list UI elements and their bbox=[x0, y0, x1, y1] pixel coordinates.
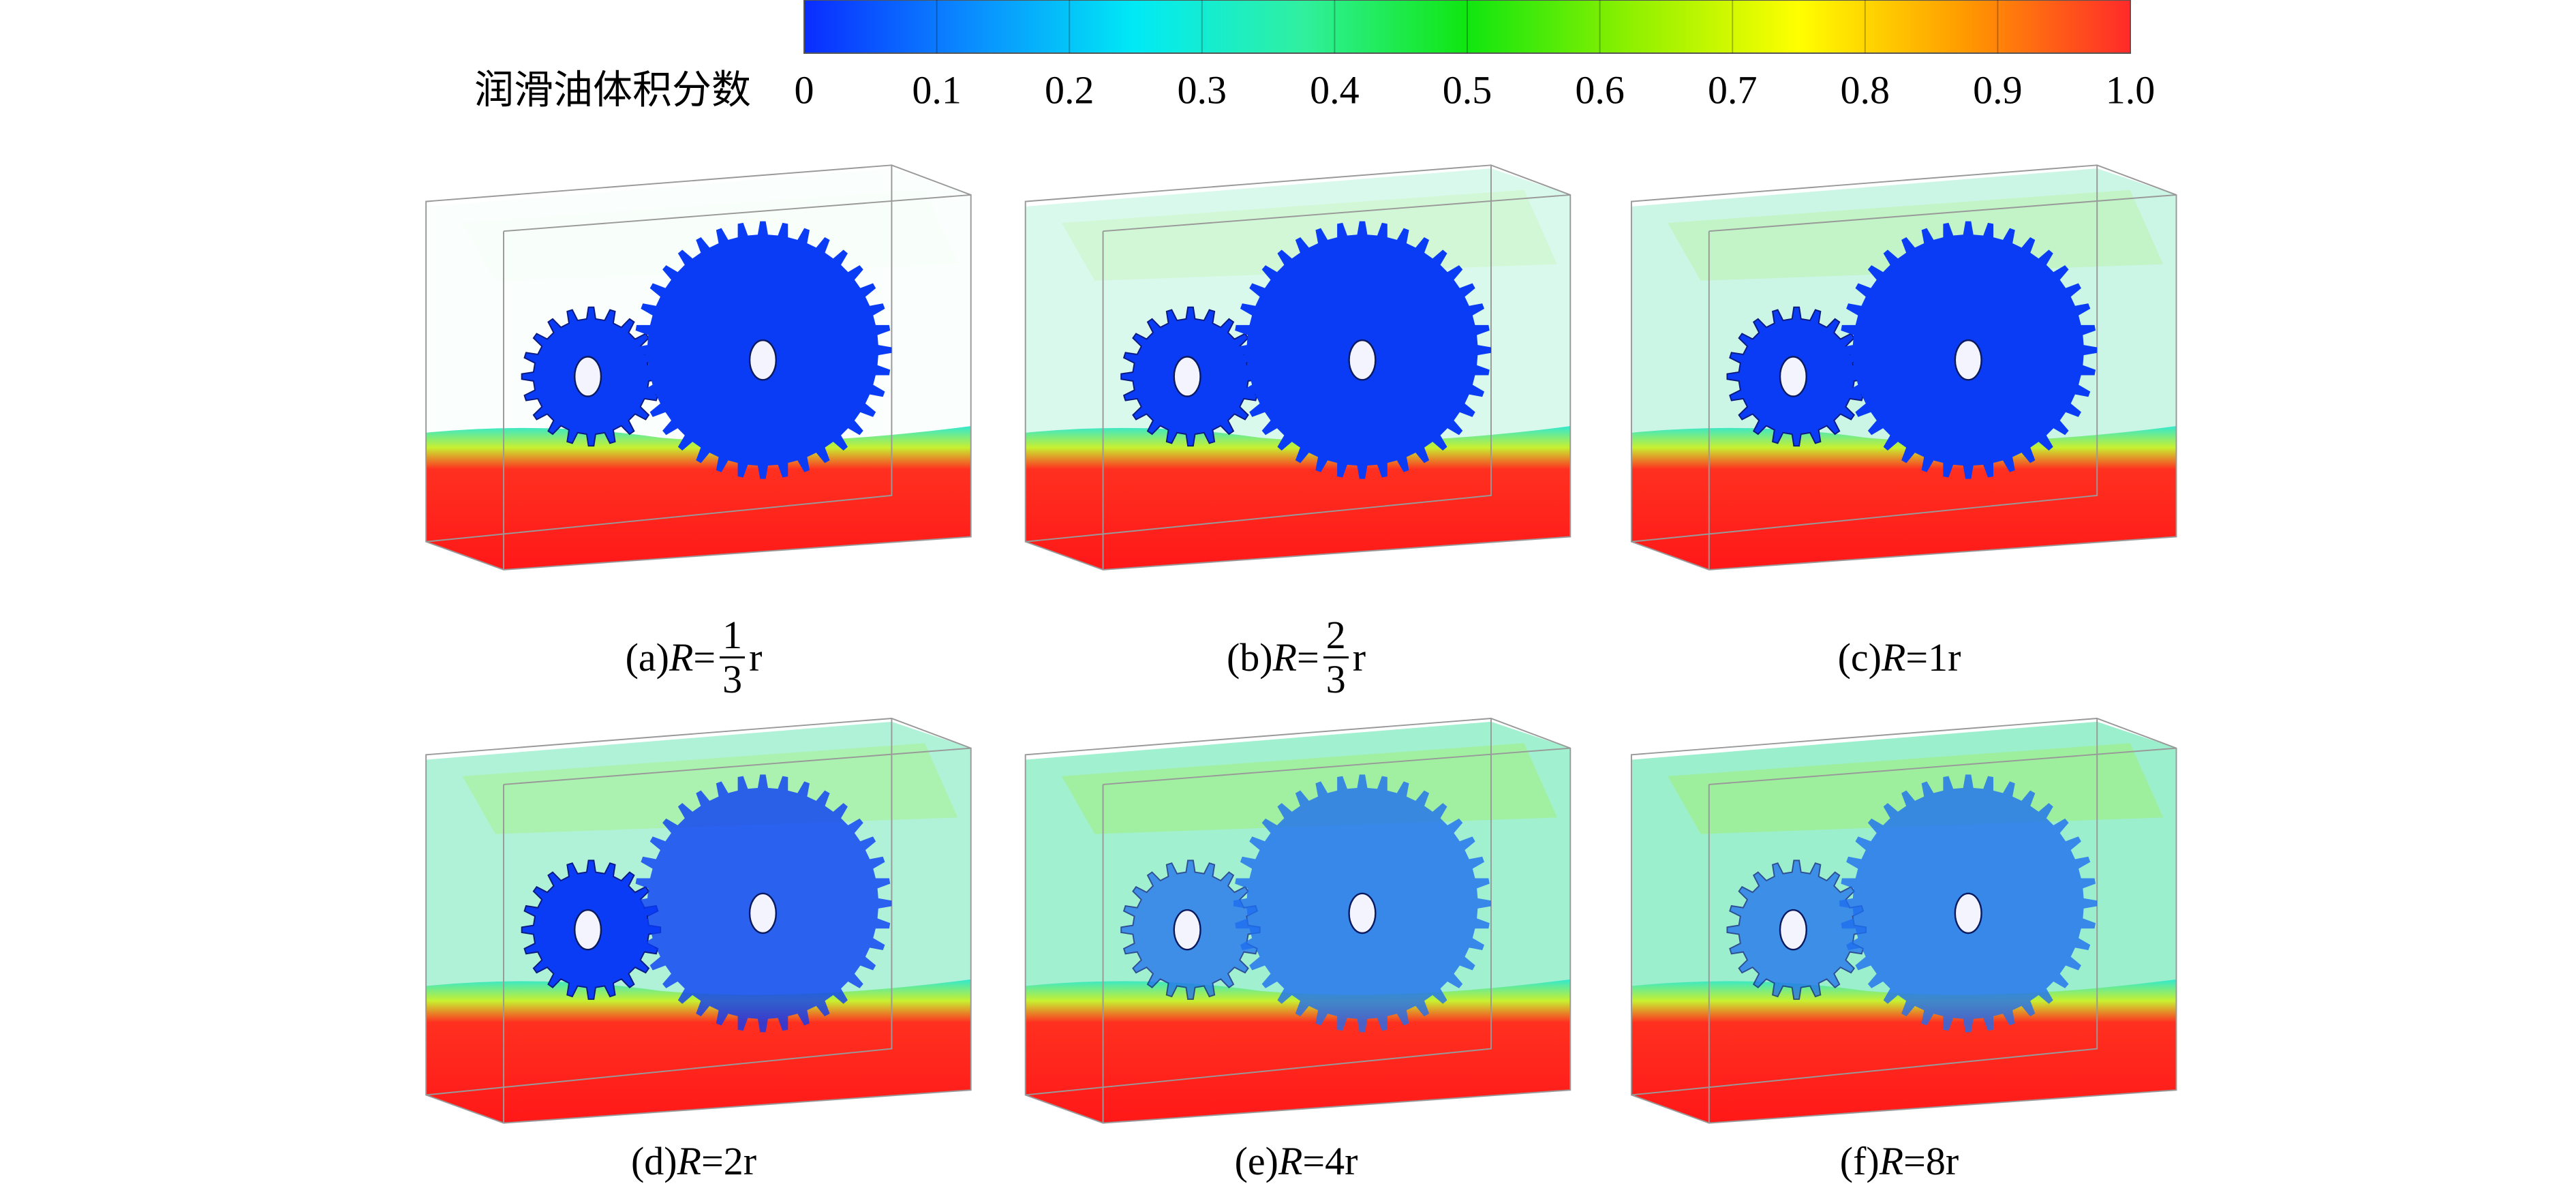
simulation-panel bbox=[425, 718, 972, 1124]
panel-caption: (b) R = 2 3 r bbox=[1058, 615, 1535, 699]
simulation-panel bbox=[1024, 718, 1571, 1124]
caption-label: (e) bbox=[1234, 1138, 1278, 1183]
container-outline bbox=[1630, 164, 2177, 571]
gear-hole bbox=[573, 356, 602, 397]
oil-pool bbox=[1631, 979, 2177, 1123]
caption-unit: r bbox=[1945, 1138, 1959, 1183]
caption-value: 1 bbox=[1928, 635, 1948, 680]
colorbar-tick-label: 0.7 bbox=[1708, 67, 1758, 112]
simulation-panel bbox=[1630, 718, 2177, 1124]
caption-unit: r bbox=[1948, 635, 1961, 680]
container-outline bbox=[1630, 718, 2177, 1124]
colorbar bbox=[803, 0, 2131, 54]
panel-caption: (c) R = 1 r bbox=[1661, 616, 2138, 698]
simulation-panel bbox=[1630, 164, 2177, 571]
gear-hole bbox=[1173, 909, 1201, 951]
simulation-panel bbox=[1024, 164, 1571, 571]
caption-relation: = bbox=[701, 1138, 724, 1183]
caption-variable: R bbox=[1272, 635, 1298, 680]
gear-hole bbox=[1779, 909, 1807, 951]
caption-relation: = bbox=[1302, 1138, 1325, 1183]
container-outline bbox=[1024, 164, 1571, 571]
gear-hole bbox=[1348, 339, 1377, 381]
caption-variable: R bbox=[677, 1138, 702, 1183]
caption-relation: = bbox=[1905, 635, 1929, 680]
oil-pool bbox=[426, 426, 971, 570]
colorbar-tick-label: 0.2 bbox=[1045, 67, 1094, 112]
caption-value: 4 bbox=[1325, 1138, 1345, 1183]
caption-variable: R bbox=[1879, 1138, 1904, 1183]
caption-unit: r bbox=[1345, 1138, 1358, 1183]
caption-label: (c) bbox=[1837, 635, 1882, 680]
oil-pool bbox=[1025, 979, 1571, 1123]
gear-hole bbox=[748, 892, 778, 934]
panel-caption: (d) R = 2 r bbox=[455, 1120, 932, 1186]
caption-numerator: 2 bbox=[1323, 615, 1349, 658]
caption-relation: = bbox=[693, 635, 716, 680]
caption-label: (d) bbox=[630, 1138, 677, 1183]
caption-unit: r bbox=[1352, 635, 1366, 680]
caption-label: (b) bbox=[1226, 635, 1273, 680]
caption-value: 2 bbox=[723, 1138, 743, 1183]
caption-unit: r bbox=[749, 635, 763, 680]
caption-relation: = bbox=[1297, 635, 1319, 680]
caption-label: (f) bbox=[1839, 1138, 1880, 1183]
colorbar-tick-label: 0.8 bbox=[1841, 67, 1890, 112]
panel-caption: (e) R = 4 r bbox=[1058, 1120, 1535, 1186]
caption-unit: r bbox=[743, 1138, 757, 1183]
simulation-panel bbox=[425, 164, 972, 571]
colorbar-tick-label: 0.9 bbox=[1973, 67, 2023, 112]
caption-value: 8 bbox=[1925, 1138, 1946, 1183]
gear-hole bbox=[1779, 356, 1807, 397]
caption-variable: R bbox=[1278, 1138, 1303, 1183]
colorbar-tick-label: 0.1 bbox=[912, 67, 962, 112]
oil-pool bbox=[426, 979, 971, 1123]
caption-numerator: 1 bbox=[720, 615, 746, 658]
colorbar-tick-label: 0.6 bbox=[1575, 67, 1625, 112]
colorbar-tick-label: 0 bbox=[795, 67, 814, 112]
panel-caption: (a) R = 1 3 r bbox=[455, 615, 932, 701]
colorbar-tick-label: 1.0 bbox=[2106, 67, 2156, 112]
panel-caption: (f) R = 8 r bbox=[1661, 1120, 2138, 1186]
colorbar-tick-label: 0.5 bbox=[1443, 67, 1492, 112]
gear-hole bbox=[1173, 356, 1201, 397]
caption-variable: R bbox=[669, 635, 694, 680]
container-outline bbox=[425, 164, 972, 571]
caption-denominator: 3 bbox=[1325, 656, 1346, 701]
colorbar-label: 润滑油体积分数 bbox=[474, 67, 751, 112]
colorbar-tick-label: 0.4 bbox=[1310, 67, 1360, 112]
container-outline bbox=[1024, 718, 1571, 1124]
caption-variable: R bbox=[1881, 635, 1906, 680]
container-outline bbox=[425, 718, 972, 1124]
gear-hole bbox=[748, 339, 778, 381]
gear-hole bbox=[1954, 339, 1982, 381]
oil-pool bbox=[1631, 426, 2177, 570]
colorbar-tick-label: 0.3 bbox=[1178, 67, 1227, 112]
caption-denominator: 3 bbox=[722, 656, 743, 701]
gear-hole bbox=[573, 909, 602, 951]
gear-hole bbox=[1954, 892, 1982, 934]
caption-relation: = bbox=[1903, 1138, 1926, 1183]
caption-label: (a) bbox=[625, 635, 669, 680]
gear-hole bbox=[1348, 892, 1377, 934]
oil-pool bbox=[1025, 426, 1571, 570]
